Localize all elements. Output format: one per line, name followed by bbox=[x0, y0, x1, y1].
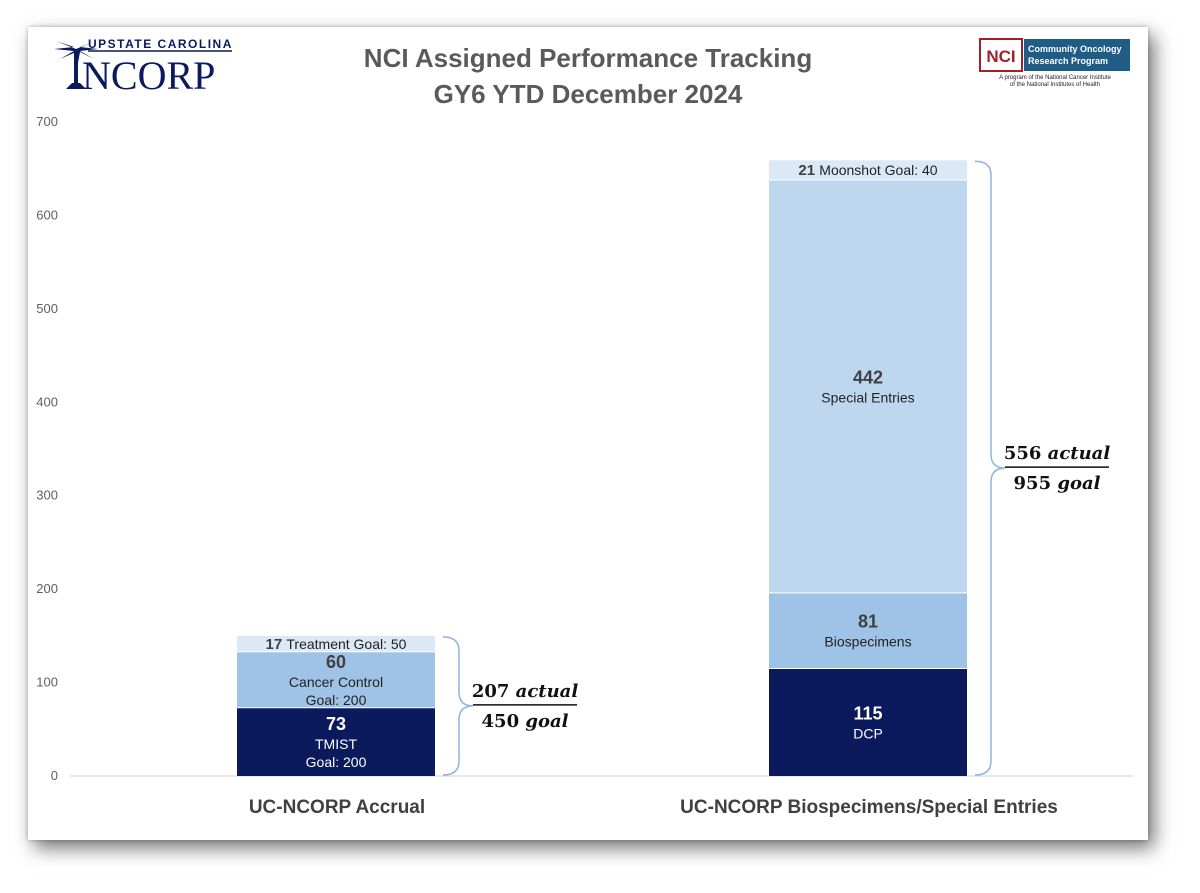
bar-segment bbox=[237, 635, 435, 652]
segment-text-label: Cancer Control bbox=[289, 674, 383, 690]
actual-total-number: 556 bbox=[1004, 443, 1048, 464]
nci-sub-2: of the National Institutes of Health bbox=[1010, 82, 1100, 88]
segment-value-label: 17 bbox=[266, 636, 287, 653]
chart-title-line-2: GY6 YTD December 2024 bbox=[434, 79, 743, 109]
y-tick-label: 200 bbox=[36, 581, 58, 596]
category-label: UC-NCORP Biospecimens/Special Entries bbox=[680, 797, 1058, 818]
segment-value-label: 442 bbox=[853, 367, 883, 387]
nci-badge-text: NCI bbox=[986, 47, 1015, 66]
y-tick-label: 300 bbox=[36, 488, 58, 503]
bar-segment bbox=[769, 179, 967, 593]
nci-line-2: Research Program bbox=[1028, 56, 1108, 66]
total-brace bbox=[974, 160, 1006, 776]
y-tick-label: 400 bbox=[36, 394, 58, 409]
y-tick-label: 500 bbox=[36, 301, 58, 316]
logo-main-text: NCORP bbox=[82, 53, 215, 98]
actual-total-word: actual bbox=[1048, 443, 1111, 464]
chart-title-line-1: NCI Assigned Performance Tracking bbox=[364, 43, 812, 73]
segment-text-label: Moonshot Goal: 40 bbox=[819, 162, 938, 178]
palmetto-tree-icon bbox=[54, 41, 98, 89]
upstate-carolina-ncorp-logo: UPSTATE CAROLINA NCORP bbox=[54, 37, 233, 98]
actual-total-label: 207 actual bbox=[472, 681, 579, 702]
actual-total-word: actual bbox=[516, 681, 579, 702]
bar-segment bbox=[237, 707, 435, 776]
segment-value-label: 73 bbox=[326, 714, 346, 734]
bar-segment bbox=[769, 668, 967, 776]
segment-value-label: 21 bbox=[798, 162, 819, 179]
segment-text-label: TMIST bbox=[315, 736, 357, 752]
segment-text-label: Goal: 200 bbox=[306, 692, 367, 708]
bar-segment bbox=[769, 592, 967, 669]
segment-text-label: Biospecimens bbox=[824, 634, 911, 650]
y-tick-label: 0 bbox=[51, 768, 58, 783]
total-brace bbox=[442, 636, 474, 776]
bar-segment bbox=[237, 651, 435, 708]
segment-text-label: Special Entries bbox=[821, 389, 914, 405]
segment-label: 17 Treatment Goal: 50 bbox=[266, 636, 407, 653]
segment-value-label: 115 bbox=[853, 703, 882, 723]
logo-top-text: UPSTATE CAROLINA bbox=[88, 37, 233, 51]
segment-text-label: DCP bbox=[853, 725, 883, 741]
segment-text-label: Treatment Goal: 50 bbox=[286, 636, 406, 652]
nci-line-1: Community Oncology bbox=[1028, 44, 1122, 54]
chart: UPSTATE CAROLINA NCORP NCI Assigned Perf… bbox=[36, 37, 1133, 818]
nci-sub-1: A program of the National Cancer Institu… bbox=[999, 75, 1111, 81]
actual-total-label: 556 actual bbox=[1004, 443, 1111, 464]
y-tick-label: 700 bbox=[36, 114, 58, 129]
goal-total-number: 955 bbox=[1014, 473, 1058, 494]
segment-label: 21 Moonshot Goal: 40 bbox=[798, 162, 937, 179]
y-tick-label: 100 bbox=[36, 675, 58, 690]
segment-value-label: 81 bbox=[858, 612, 878, 632]
y-tick-label: 600 bbox=[36, 207, 58, 222]
goal-total-word: goal bbox=[1057, 473, 1100, 494]
segment-value-label: 60 bbox=[326, 652, 346, 672]
segment-text-label: Goal: 200 bbox=[306, 754, 367, 770]
goal-total-label: 955 goal bbox=[1014, 473, 1101, 494]
goal-total-number: 450 bbox=[482, 711, 526, 732]
actual-total-number: 207 bbox=[472, 681, 516, 702]
goal-total-word: goal bbox=[525, 711, 568, 732]
category-label: UC-NCORP Accrual bbox=[249, 797, 425, 818]
nci-community-oncology-logo: NCI Community Oncology Research Program … bbox=[979, 38, 1130, 88]
bar-segment bbox=[769, 160, 967, 180]
goal-total-label: 450 goal bbox=[482, 711, 569, 732]
chart-card: UPSTATE CAROLINA NCORP NCI Assigned Perf… bbox=[28, 27, 1148, 840]
